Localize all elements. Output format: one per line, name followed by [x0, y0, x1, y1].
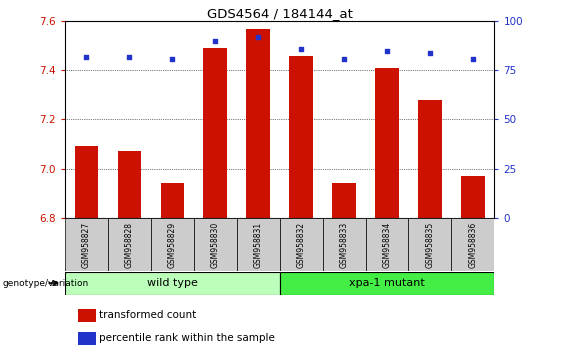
Text: wild type: wild type: [147, 278, 198, 288]
Point: [425, 50, 434, 56]
Text: GSM958831: GSM958831: [254, 222, 263, 268]
Bar: [323, 218, 366, 271]
Point: [168, 56, 177, 61]
Bar: [375, 68, 399, 218]
Text: GSM958830: GSM958830: [211, 222, 220, 268]
Text: GSM958835: GSM958835: [425, 222, 434, 268]
Bar: [65, 272, 280, 295]
Bar: [237, 218, 280, 271]
Bar: [203, 48, 227, 218]
Text: GSM958827: GSM958827: [82, 222, 91, 268]
Bar: [108, 218, 151, 271]
Text: GSM958832: GSM958832: [297, 222, 306, 268]
Bar: [366, 218, 408, 271]
Text: GSM958836: GSM958836: [468, 222, 477, 268]
Bar: [160, 183, 184, 218]
Point: [383, 48, 392, 53]
Bar: [280, 218, 323, 271]
Text: GSM958834: GSM958834: [383, 222, 392, 268]
Bar: [289, 56, 313, 218]
Text: genotype/variation: genotype/variation: [3, 279, 89, 287]
Point: [340, 56, 349, 61]
Bar: [151, 218, 194, 271]
Bar: [65, 218, 108, 271]
Text: transformed count: transformed count: [99, 310, 196, 320]
Bar: [78, 309, 96, 322]
Bar: [408, 218, 451, 271]
Bar: [75, 147, 98, 218]
Title: GDS4564 / 184144_at: GDS4564 / 184144_at: [207, 7, 353, 20]
Bar: [246, 29, 270, 218]
Text: GSM958829: GSM958829: [168, 222, 177, 268]
Point: [82, 54, 91, 59]
Point: [125, 54, 134, 59]
Bar: [194, 218, 237, 271]
Bar: [418, 100, 442, 218]
Text: percentile rank within the sample: percentile rank within the sample: [99, 333, 275, 343]
Bar: [461, 176, 485, 218]
Point: [297, 46, 306, 52]
Text: xpa-1 mutant: xpa-1 mutant: [349, 278, 425, 288]
Bar: [78, 332, 96, 345]
Bar: [118, 152, 141, 218]
Text: GSM958833: GSM958833: [340, 222, 349, 268]
Point: [468, 56, 477, 61]
Bar: [280, 272, 494, 295]
Point: [211, 38, 220, 44]
Bar: [451, 218, 494, 271]
Bar: [332, 183, 356, 218]
Point: [254, 34, 263, 40]
Text: GSM958828: GSM958828: [125, 222, 134, 268]
